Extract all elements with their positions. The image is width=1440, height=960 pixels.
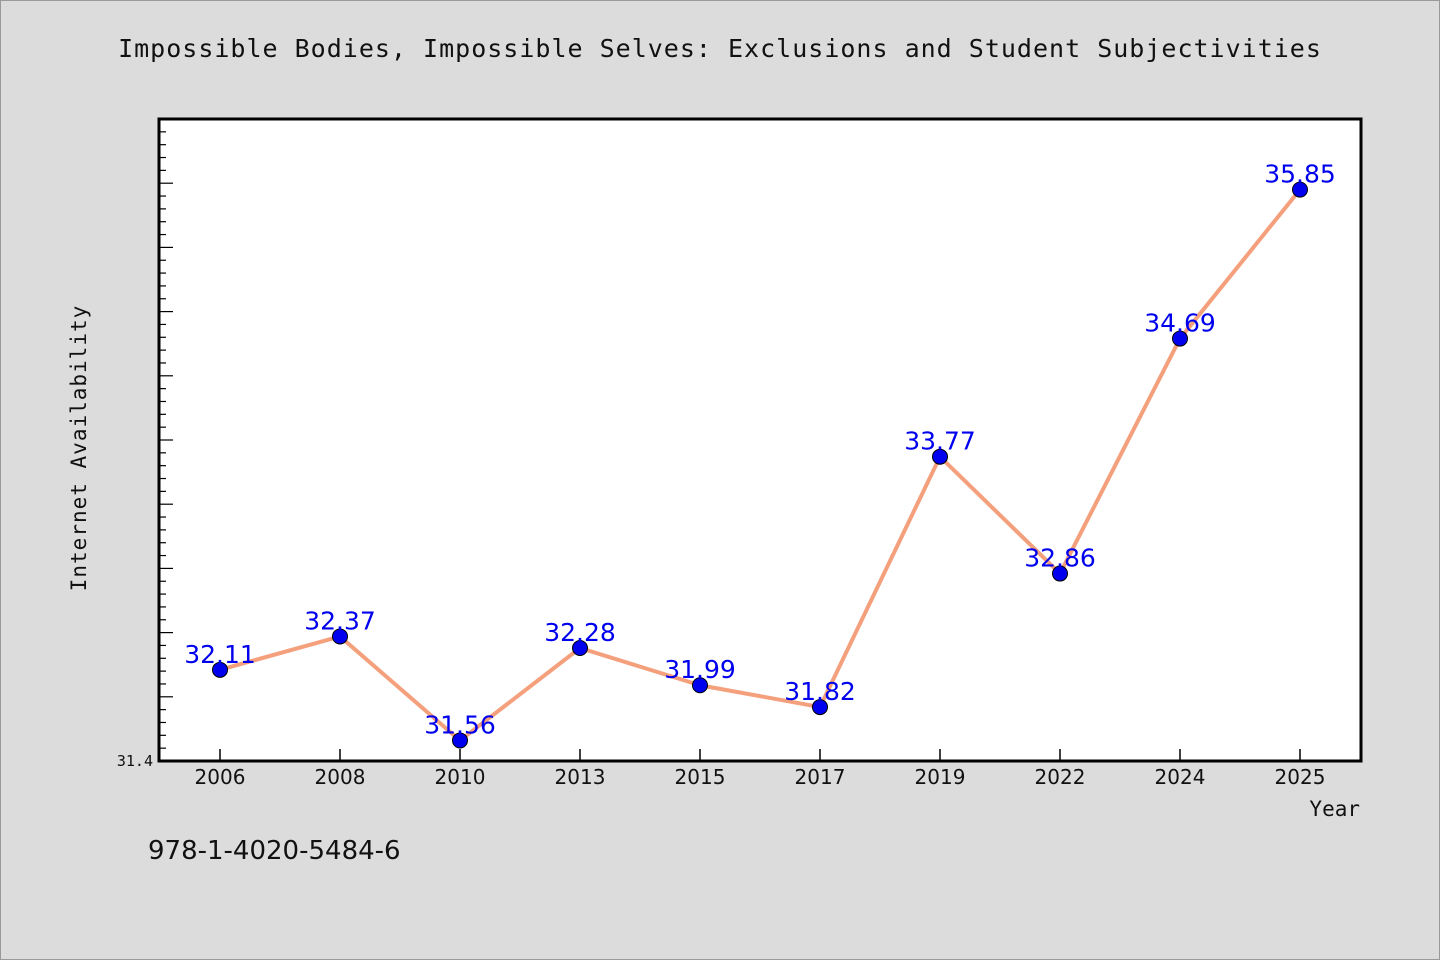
x-tick-label: 2013: [555, 765, 606, 789]
data-point: [1172, 330, 1188, 347]
x-tick-label: 2022: [1035, 765, 1086, 789]
x-axis-label: Year: [1309, 797, 1360, 821]
data-point: [332, 628, 348, 645]
x-tick-label: 2008: [315, 765, 366, 789]
data-label: 32.28: [544, 618, 616, 647]
data-label: 31.99: [664, 655, 736, 684]
x-tick-label: 2024: [1155, 765, 1206, 789]
x-tick-label: 2019: [915, 765, 966, 789]
data-point: [212, 661, 228, 678]
y-tick-label: 31.4: [117, 752, 153, 770]
data-point: [932, 448, 948, 465]
data-label: 31.56: [424, 710, 496, 739]
data-label: 32.37: [304, 606, 376, 635]
data-label: 32.11: [184, 640, 256, 669]
data-point: [1052, 565, 1068, 582]
x-axis-ticks: 2006 2008 2010 2013 2015 2017 2019 2022 2024 2025: [195, 749, 1326, 789]
data-label: 33.77: [904, 427, 976, 456]
y-axis-ticks: 31.4: [117, 131, 173, 770]
x-tick-label: 2015: [675, 765, 726, 789]
data-label: 35.85: [1264, 160, 1336, 189]
x-tick-label: 2010: [435, 765, 486, 789]
chart-title: Impossible Bodies, Impossible Selves: Ex…: [118, 34, 1322, 63]
series-line: [218, 187, 1302, 743]
x-tick-label: 2006: [195, 765, 246, 789]
isbn-text: 978-1-4020-5484-6: [148, 836, 401, 866]
y-axis-label: Internet Availability: [67, 305, 91, 592]
data-point: [692, 677, 708, 694]
plot-area: [157, 117, 1363, 763]
data-point: [812, 699, 828, 716]
data-label: 31.82: [784, 677, 856, 706]
x-tick-label: 2025: [1275, 765, 1326, 789]
data-point: [1292, 181, 1308, 198]
data-point: [572, 640, 588, 657]
data-label: 34.69: [1144, 309, 1216, 338]
series-layer: 32.11 32.37 31.56 32.28 31.99 31.82 33.77 32.86…: [184, 160, 1336, 749]
data-label: 32.86: [1024, 544, 1096, 573]
x-tick-label: 2017: [795, 765, 846, 789]
data-point: [452, 732, 468, 749]
